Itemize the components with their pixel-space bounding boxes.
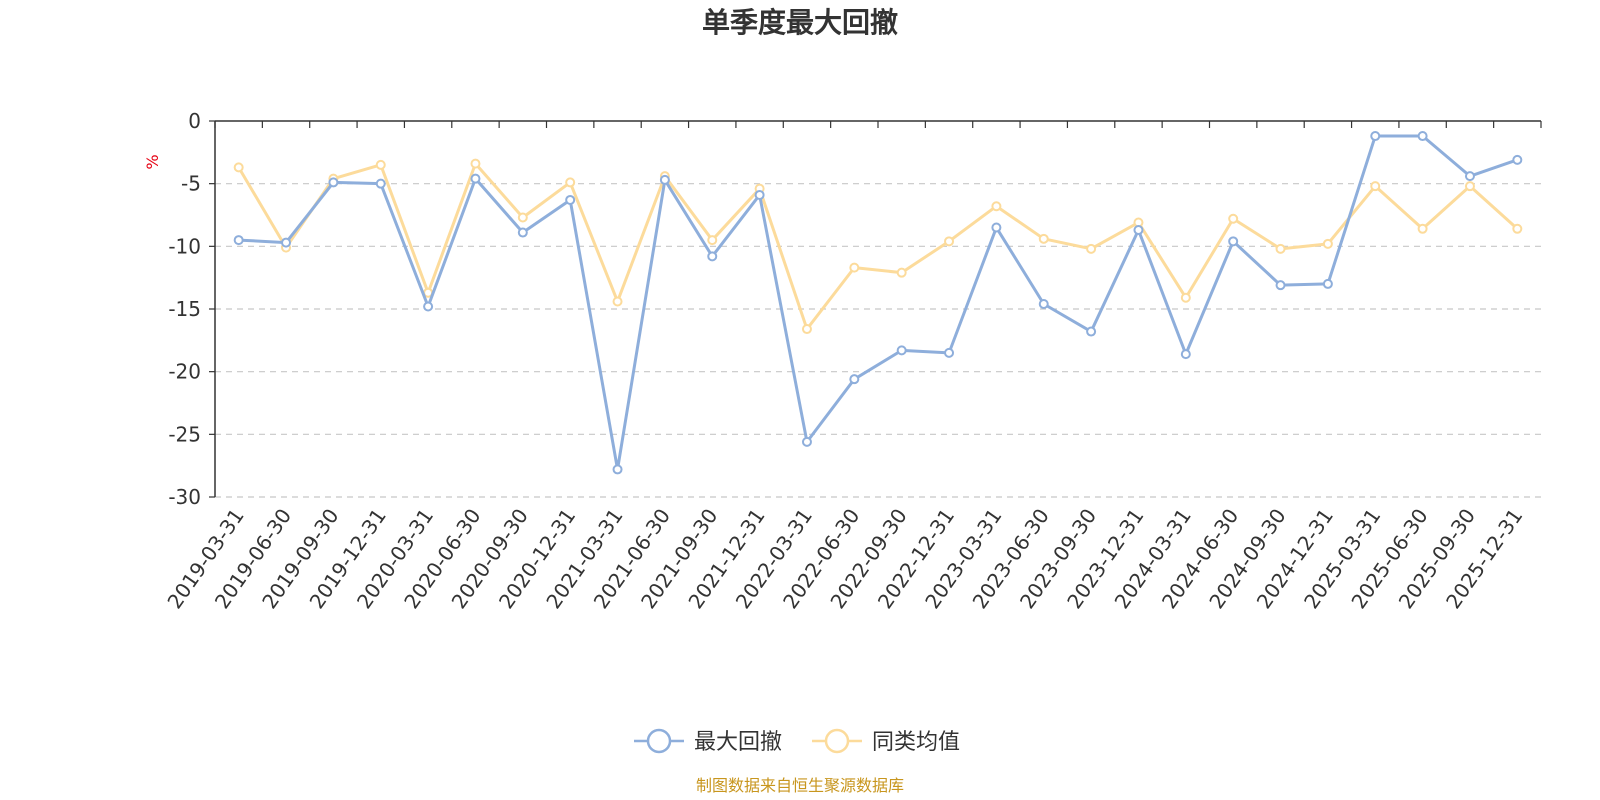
data-point[interactable] [1038, 298, 1049, 309]
data-point[interactable] [1322, 238, 1333, 249]
data-point[interactable] [1086, 243, 1097, 254]
data-point[interactable] [1512, 154, 1523, 165]
data-point[interactable] [944, 347, 955, 358]
data-point[interactable] [1464, 171, 1475, 182]
data-point[interactable] [754, 189, 765, 200]
data-point[interactable] [1370, 181, 1381, 192]
data-point[interactable] [849, 374, 860, 385]
legend-marker-icon [646, 728, 672, 754]
data-point[interactable] [944, 236, 955, 247]
data-point[interactable] [233, 162, 244, 173]
data-point[interactable] [517, 212, 528, 223]
data-point[interactable] [1038, 233, 1049, 244]
data-point[interactable] [1180, 349, 1191, 360]
data-point[interactable] [849, 262, 860, 273]
data-point[interactable] [517, 227, 528, 238]
data-point[interactable] [1275, 280, 1286, 291]
data-point[interactable] [375, 159, 386, 170]
series-layer [233, 131, 1523, 475]
data-point[interactable] [1228, 213, 1239, 224]
y-tick-label: 0 [188, 109, 201, 133]
data-point[interactable] [565, 177, 576, 188]
y-tick-label: -15 [168, 297, 201, 321]
data-point[interactable] [896, 267, 907, 278]
data-point[interactable] [470, 158, 481, 169]
data-point[interactable] [328, 177, 339, 188]
data-point[interactable] [470, 173, 481, 184]
series-line [238, 134, 1518, 471]
data-point[interactable] [1370, 131, 1381, 142]
data-point[interactable] [612, 464, 623, 475]
data-point[interactable] [991, 201, 1002, 212]
data-point[interactable] [565, 194, 576, 205]
data-point[interactable] [991, 222, 1002, 233]
data-point[interactable] [896, 345, 907, 356]
data-point[interactable] [233, 235, 244, 246]
data-point[interactable] [1086, 326, 1097, 337]
data-point[interactable] [1133, 225, 1144, 236]
data-point[interactable] [801, 436, 812, 447]
legend[interactable]: 最大回撤 同类均值 [634, 728, 960, 755]
grid-lines [215, 183, 1541, 498]
legend-item[interactable]: 最大回撤 [634, 728, 782, 755]
series-2 [233, 158, 1523, 335]
data-point[interactable] [1417, 223, 1428, 234]
data-point[interactable] [1322, 278, 1333, 289]
y-tick-label: -25 [168, 422, 201, 446]
data-point[interactable] [801, 324, 812, 335]
y-tick-label: -10 [168, 234, 201, 258]
data-point[interactable] [707, 251, 718, 262]
data-point[interactable] [1512, 223, 1523, 234]
data-point[interactable] [1180, 292, 1191, 303]
series-1 [233, 131, 1523, 475]
y-tick-label: -20 [168, 360, 201, 384]
data-point[interactable] [1417, 131, 1428, 142]
data-point[interactable] [1228, 236, 1239, 247]
legend-marker-icon [824, 728, 850, 754]
data-point[interactable] [375, 178, 386, 189]
data-point[interactable] [659, 174, 670, 185]
y-axis-unit-label: % [143, 154, 162, 169]
data-source-note: 制图数据来自恒生聚源数据库 [696, 776, 904, 795]
chart-title: 单季度最大回撤 [702, 6, 898, 39]
series-line [237, 162, 1519, 331]
legend-label: 同类均值 [872, 730, 960, 755]
data-point[interactable] [707, 235, 718, 246]
y-tick-label: -5 [181, 172, 201, 196]
data-point[interactable] [423, 301, 434, 312]
legend-label: 最大回撤 [694, 730, 782, 755]
data-point[interactable] [281, 237, 292, 248]
data-point[interactable] [1275, 243, 1286, 254]
data-point[interactable] [1464, 181, 1475, 192]
y-tick-label: -30 [168, 485, 201, 509]
data-point[interactable] [612, 296, 623, 307]
legend-item[interactable]: 同类均值 [812, 728, 960, 755]
